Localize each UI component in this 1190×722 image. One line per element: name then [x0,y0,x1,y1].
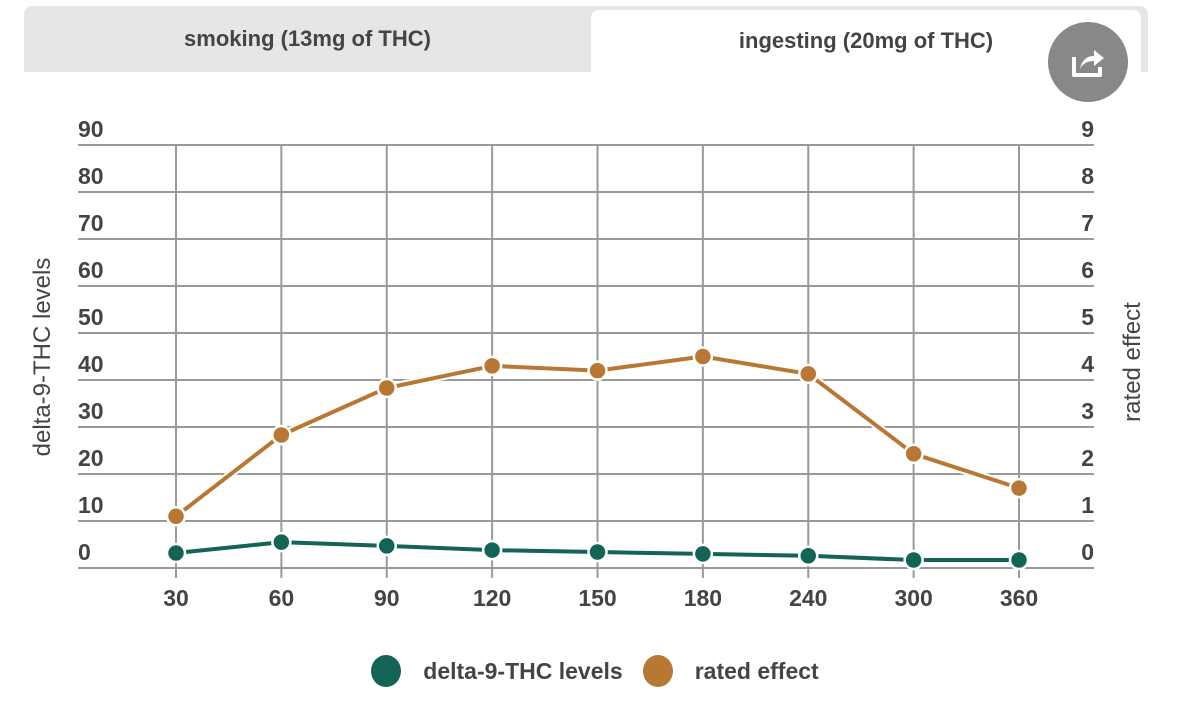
data-point-effect[interactable] [587,360,608,381]
data-point-thc[interactable] [481,539,503,561]
x-tick-label: 300 [894,585,932,611]
data-point-thc[interactable] [903,549,924,571]
data-point-thc[interactable] [587,541,608,563]
left-tick-label: 90 [78,116,104,142]
data-point-effect[interactable] [481,355,503,377]
series [165,346,1030,571]
right-tick-label: 8 [1081,163,1094,189]
right-axis-label: rated effect [1119,302,1146,422]
data-point-effect[interactable] [271,424,292,446]
data-point-effect[interactable] [692,346,714,367]
x-tick-label: 240 [789,585,827,611]
right-axis-ticks: 0 1 2 3 4 5 6 7 8 9 [1081,116,1094,565]
left-tick-label: 20 [78,445,104,471]
data-point-effect[interactable] [798,363,819,385]
data-point-thc[interactable] [165,542,187,564]
left-tick-label: 50 [78,304,104,330]
right-tick-label: 3 [1081,398,1094,424]
legend-label-thc: delta-9-THC levels [423,657,623,684]
left-axis-label: delta-9-THC levels [29,258,56,457]
left-tick-label: 60 [78,257,104,283]
right-tick-label: 1 [1081,492,1094,518]
x-tick-label: 60 [269,585,295,611]
right-tick-label: 2 [1081,445,1094,471]
left-tick-label: 80 [78,163,104,189]
x-tick-label: 120 [473,585,511,611]
data-point-thc[interactable] [1008,549,1030,571]
legend-swatch-effect [642,655,673,687]
x-tick-label: 150 [578,585,616,611]
left-tick-label: 70 [78,210,104,236]
x-tick-label: 90 [374,585,400,611]
data-point-effect[interactable] [1008,477,1030,499]
right-tick-label: 7 [1081,210,1094,236]
right-tick-label: 4 [1081,351,1094,377]
x-axis-ticks: 30 60 90 120 150 180 240 300 360 [163,585,1038,611]
data-point-thc[interactable] [798,545,819,567]
data-point-thc[interactable] [271,531,292,553]
left-tick-label: 0 [78,539,91,565]
legend-swatch-thc [371,655,402,687]
share-icon [1072,50,1104,77]
x-tick-label: 30 [163,585,189,611]
legend: delta-9-THC levels rated effect [0,655,1190,687]
legend-label-effect: rated effect [694,657,819,684]
left-axis-ticks: 0 10 20 30 40 50 60 70 80 90 [78,116,104,565]
share-button[interactable] [1048,22,1128,102]
left-tick-label: 30 [78,398,104,424]
grid [78,144,1094,578]
right-tick-label: 5 [1081,304,1094,330]
right-tick-label: 9 [1081,116,1094,142]
x-tick-label: 180 [684,585,722,611]
left-tick-label: 10 [78,492,104,518]
x-tick-label: 360 [1000,585,1038,611]
tab-smoking[interactable]: smoking (13mg of THC) [184,26,431,51]
tab-bar: smoking (13mg of THC) ingesting (20mg of… [24,6,1148,72]
left-tick-label: 40 [78,351,104,377]
chart: 0 10 20 30 40 50 60 70 80 90 0 1 2 3 4 5 6 7 8 9 30 60 90 120… [29,116,1146,611]
data-point-thc[interactable] [692,543,714,565]
right-tick-label: 0 [1081,539,1094,565]
data-point-effect[interactable] [165,506,187,527]
data-point-thc[interactable] [376,535,397,557]
legend-item-thc[interactable]: delta-9-THC levels [371,655,623,687]
data-point-effect[interactable] [376,377,397,399]
legend-item-effect[interactable]: rated effect [642,655,819,687]
right-tick-label: 6 [1081,257,1094,283]
data-point-effect[interactable] [903,443,924,465]
